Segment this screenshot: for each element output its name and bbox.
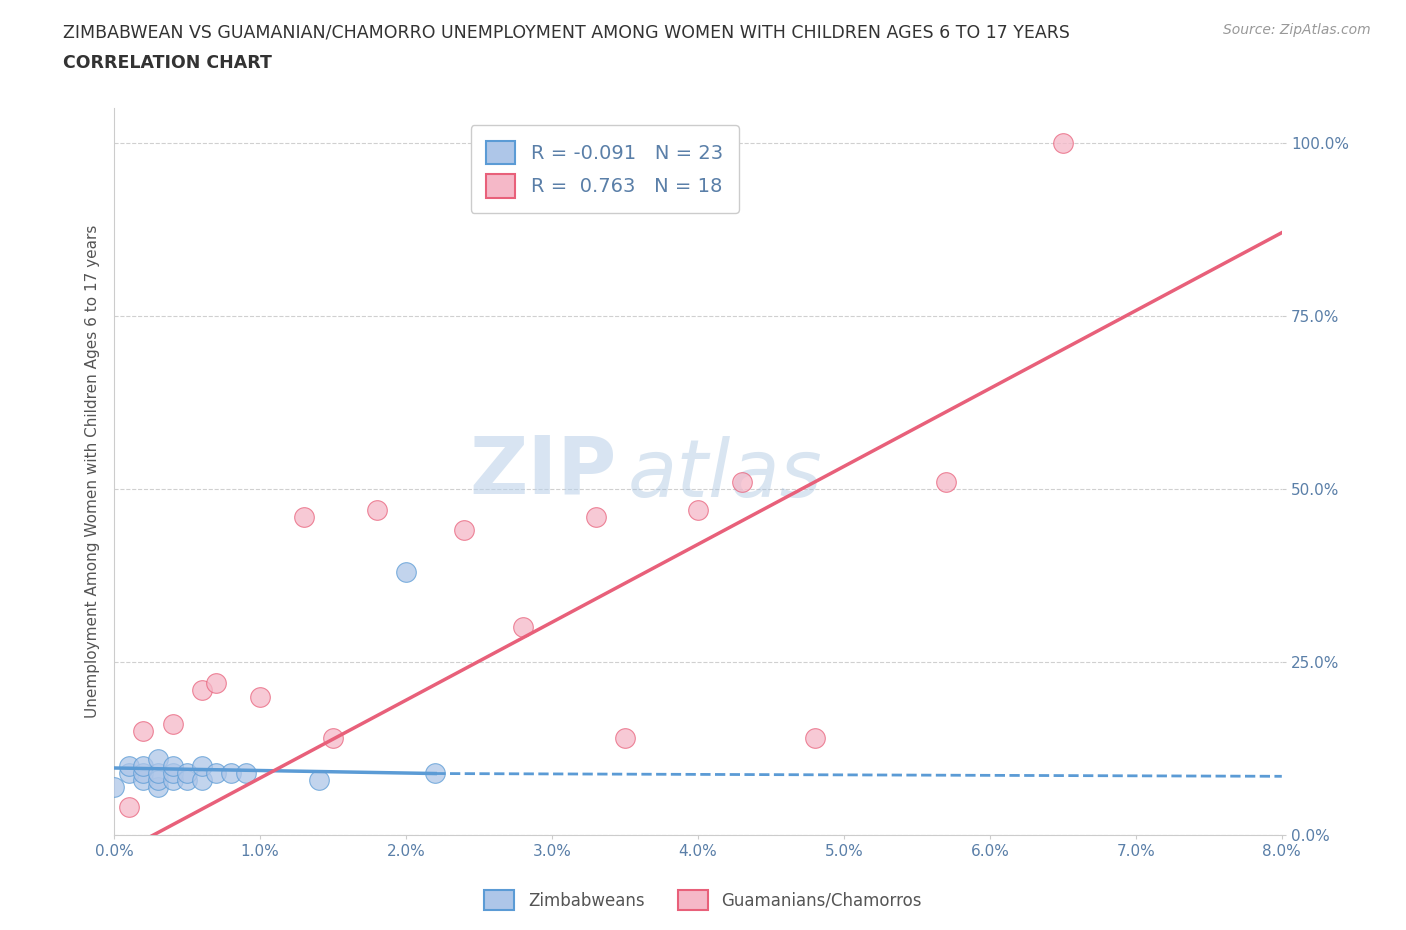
Point	[614, 731, 637, 746]
Point	[235, 765, 257, 780]
Point	[118, 800, 141, 815]
Point	[190, 772, 212, 787]
Text: CORRELATION CHART: CORRELATION CHART	[63, 54, 273, 72]
Point	[585, 509, 607, 524]
Point	[162, 772, 184, 787]
Y-axis label: Unemployment Among Women with Children Ages 6 to 17 years: Unemployment Among Women with Children A…	[86, 225, 100, 718]
Point	[190, 683, 212, 698]
Point	[118, 765, 141, 780]
Point	[803, 731, 825, 746]
Point	[731, 474, 754, 489]
Point	[512, 620, 534, 635]
Point	[132, 772, 155, 787]
Text: ZIMBABWEAN VS GUAMANIAN/CHAMORRO UNEMPLOYMENT AMONG WOMEN WITH CHILDREN AGES 6 T: ZIMBABWEAN VS GUAMANIAN/CHAMORRO UNEMPLO…	[63, 23, 1070, 41]
Point	[1052, 135, 1074, 150]
Point	[162, 765, 184, 780]
Point	[249, 689, 271, 704]
Point	[205, 765, 228, 780]
Text: atlas: atlas	[628, 436, 823, 514]
Point	[146, 772, 169, 787]
Legend: Zimbabweans, Guamanians/Chamorros: Zimbabweans, Guamanians/Chamorros	[478, 884, 928, 917]
Point	[162, 717, 184, 732]
Point	[322, 731, 344, 746]
Point	[308, 772, 330, 787]
Text: Source: ZipAtlas.com: Source: ZipAtlas.com	[1223, 23, 1371, 37]
Point	[146, 751, 169, 766]
Point	[176, 765, 198, 780]
Point	[190, 759, 212, 774]
Point	[686, 502, 709, 517]
Point	[425, 765, 447, 780]
Point	[366, 502, 388, 517]
Point	[146, 779, 169, 794]
Point	[205, 675, 228, 690]
Point	[118, 759, 141, 774]
Point	[453, 523, 475, 538]
Point	[162, 759, 184, 774]
Point	[395, 565, 418, 579]
Point	[132, 765, 155, 780]
Point	[132, 759, 155, 774]
Point	[132, 724, 155, 738]
Point	[146, 765, 169, 780]
Point	[292, 509, 315, 524]
Point	[935, 474, 957, 489]
Point	[219, 765, 242, 780]
Point	[176, 772, 198, 787]
Legend: R = -0.091   N = 23, R =  0.763   N = 18: R = -0.091 N = 23, R = 0.763 N = 18	[471, 125, 738, 213]
Point	[103, 779, 125, 794]
Text: ZIP: ZIP	[470, 432, 616, 511]
